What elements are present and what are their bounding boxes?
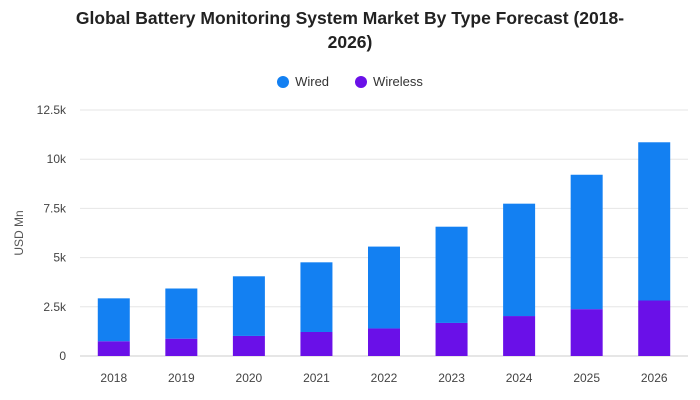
bar-wired-2020[interactable] <box>232 276 265 336</box>
bar-wired-2024[interactable] <box>503 203 536 317</box>
bar-wireless-2021[interactable] <box>300 331 333 356</box>
x-tick-label: 2022 <box>371 371 398 385</box>
chart-legend: Wired Wireless <box>0 74 700 89</box>
x-tick-label: 2021 <box>303 371 330 385</box>
legend-item-wired[interactable]: Wired <box>277 74 329 89</box>
legend-swatch-wired <box>277 75 290 88</box>
chart-title-line-2: 2026) <box>327 32 373 52</box>
bar-wireless-2020[interactable] <box>232 335 265 356</box>
y-tick-label: 10k <box>47 152 67 166</box>
bar-wireless-2023[interactable] <box>435 322 468 356</box>
x-tick-label: 2024 <box>506 371 533 385</box>
bar-wired-2022[interactable] <box>368 246 400 329</box>
bar-wireless-2019[interactable] <box>165 338 198 356</box>
bar-wireless-2026[interactable] <box>638 300 671 356</box>
y-tick-label: 0 <box>59 349 66 363</box>
x-tick-label: 2020 <box>236 371 263 385</box>
y-tick-label: 5k <box>53 251 67 265</box>
chart-title: Global Battery Monitoring System Market … <box>0 6 700 54</box>
bar-wired-2021[interactable] <box>300 262 333 332</box>
x-tick-label: 2018 <box>100 371 127 385</box>
bar-wired-2025[interactable] <box>570 174 603 310</box>
bar-wireless-2025[interactable] <box>570 309 603 356</box>
legend-label-wireless: Wireless <box>373 74 423 89</box>
x-tick-label: 2025 <box>573 371 600 385</box>
bar-wireless-2024[interactable] <box>503 316 536 356</box>
x-tick-label: 2023 <box>438 371 465 385</box>
bar-wireless-2018[interactable] <box>97 341 130 356</box>
x-tick-label: 2026 <box>641 371 668 385</box>
y-axis-title: USD Mn <box>12 210 26 255</box>
legend-swatch-wireless <box>355 75 368 88</box>
bar-wired-2018[interactable] <box>97 298 130 342</box>
bar-wired-2026[interactable] <box>638 142 671 301</box>
bar-wireless-2022[interactable] <box>368 328 400 356</box>
legend-label-wired: Wired <box>295 74 330 89</box>
y-tick-label: 12.5k <box>37 103 67 117</box>
bar-wired-2019[interactable] <box>165 288 198 339</box>
bar-wired-2023[interactable] <box>435 226 468 323</box>
legend-item-wireless[interactable]: Wireless <box>355 74 423 89</box>
x-tick-label: 2019 <box>168 371 195 385</box>
y-tick-label: 7.5k <box>43 201 67 215</box>
y-tick-label: 2.5k <box>43 300 67 314</box>
chart-title-line-1: Global Battery Monitoring System Market … <box>75 8 625 28</box>
